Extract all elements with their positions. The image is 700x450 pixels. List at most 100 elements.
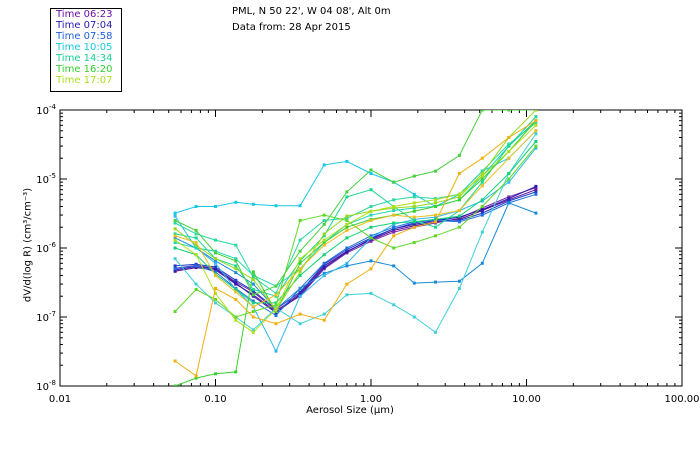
- legend-entry: Time 06:23: [56, 9, 113, 20]
- data-point: [369, 239, 373, 243]
- data-point: [480, 184, 484, 188]
- chart-legend: Time 06:23 Time 07:04 Time 07:58 Time 10:05…: [50, 8, 122, 92]
- data-point: [457, 198, 461, 202]
- data-point: [534, 140, 538, 143]
- data-point: [412, 220, 416, 224]
- data-point: [480, 174, 484, 178]
- data-point: [369, 188, 373, 192]
- data-point: [480, 230, 484, 234]
- data-point: [457, 225, 461, 229]
- data-point: [457, 153, 461, 157]
- data-point: [173, 310, 177, 313]
- data-point: [251, 310, 255, 313]
- data-point: [173, 241, 177, 244]
- data-point: [274, 301, 278, 305]
- legend-entry: Time 07:58: [56, 31, 113, 42]
- data-point: [214, 286, 217, 290]
- data-point: [457, 192, 461, 196]
- data-point: [534, 110, 538, 112]
- data-point: [322, 232, 326, 236]
- data-point: [534, 184, 538, 188]
- series-time-17-20: [173, 119, 538, 378]
- x-axis-label: Aerosol Size (µm): [306, 405, 394, 416]
- data-point: [434, 169, 437, 173]
- data-point: [534, 192, 538, 196]
- data-point: [298, 249, 302, 253]
- data-point: [345, 261, 349, 265]
- data-point: [434, 234, 437, 238]
- data-point: [369, 219, 373, 222]
- data-point: [507, 144, 511, 148]
- data-point: [392, 198, 396, 202]
- data-point: [251, 293, 255, 297]
- data-point: [274, 314, 278, 317]
- data-point: [480, 110, 484, 112]
- data-point: [412, 205, 416, 208]
- data-point: [507, 177, 511, 181]
- data-point: [392, 209, 396, 212]
- data-point: [480, 180, 484, 184]
- data-point: [173, 211, 177, 215]
- data-point: [298, 261, 302, 265]
- data-point: [322, 264, 326, 268]
- data-point: [234, 267, 238, 271]
- data-point: [457, 214, 461, 218]
- data-point: [534, 129, 538, 133]
- data-point: [345, 190, 349, 194]
- series-time-12-15: [173, 121, 538, 295]
- data-point: [274, 293, 278, 297]
- data-point: [369, 234, 373, 238]
- data-point: [345, 236, 349, 240]
- data-point: [234, 278, 238, 282]
- series-line: [174, 120, 537, 386]
- y-tick-label: 10-4: [36, 103, 56, 117]
- data-point: [214, 274, 217, 277]
- data-point: [214, 372, 217, 376]
- data-point: [434, 217, 437, 221]
- data-point: [322, 271, 326, 275]
- y-tick-label: 10-7: [36, 310, 56, 324]
- x-tick-label: 0.01: [49, 394, 71, 405]
- plot-frame: [59, 109, 683, 387]
- data-point: [345, 264, 349, 268]
- data-point: [457, 172, 461, 175]
- data-point: [274, 204, 278, 208]
- data-point: [251, 288, 255, 291]
- axis-ticks: 0.01 0.10 1.00 10.00 100.00 10-8 10-7 10-6 10-5 1…: [36, 103, 699, 405]
- data-point: [194, 264, 198, 268]
- data-point: [412, 195, 416, 199]
- data-point: [298, 257, 302, 261]
- data-point: [234, 315, 238, 319]
- data-point: [457, 279, 461, 283]
- data-point: [234, 281, 238, 285]
- data-point: [274, 303, 278, 307]
- data-point: [457, 209, 461, 212]
- data-point: [214, 238, 217, 242]
- data-point: [234, 318, 238, 322]
- data-point: [345, 195, 349, 199]
- series-time-15-10: [173, 110, 538, 297]
- data-point: [194, 205, 198, 208]
- data-point: [298, 238, 302, 242]
- data-point: [534, 119, 538, 123]
- data-point: [194, 374, 198, 378]
- data-point: [322, 238, 326, 242]
- data-point: [173, 246, 177, 250]
- chart-subtitle: Data from: 28 Apr 2015: [232, 22, 351, 33]
- data-point: [507, 136, 511, 139]
- data-point: [412, 209, 416, 213]
- data-point: [412, 315, 416, 319]
- data-point: [234, 259, 238, 263]
- legend-entry: Time 14:34: [56, 53, 113, 64]
- data-point: [298, 322, 302, 326]
- data-point: [434, 330, 437, 334]
- data-point: [194, 241, 198, 244]
- data-point: [480, 208, 484, 212]
- data-point: [173, 384, 177, 386]
- data-point: [434, 198, 437, 202]
- data-point: [507, 172, 511, 175]
- legend-entry: Time 10:05: [56, 42, 113, 53]
- data-point: [457, 286, 461, 290]
- data-point: [412, 225, 416, 229]
- data-point: [322, 266, 326, 270]
